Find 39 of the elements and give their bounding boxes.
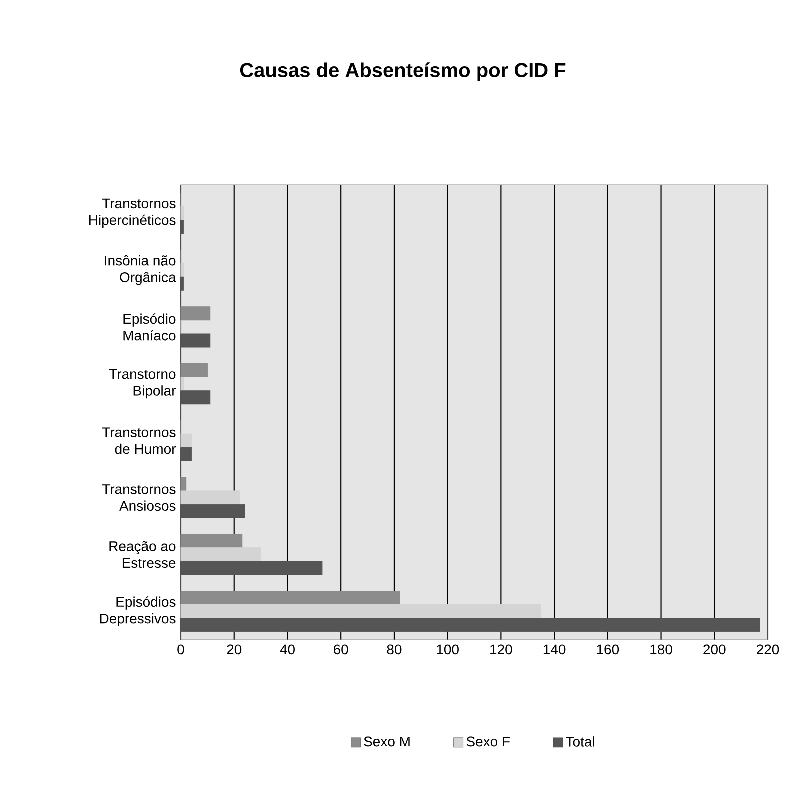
- x-tick-label: 0: [178, 644, 184, 655]
- x-tick-label: 220: [757, 644, 780, 655]
- y-tick-label: Transtornos Hipercinéticos: [90, 198, 176, 228]
- y-tick-label: Episódio Maníaco: [124, 314, 176, 341]
- bar: [180, 504, 246, 518]
- bar: [180, 604, 542, 619]
- bar: [180, 377, 184, 392]
- bar: [180, 434, 192, 448]
- x-tick-label: 60: [334, 644, 348, 655]
- legend-label: Sexo F: [466, 736, 510, 747]
- y-tick-label: Episódios Depressivos: [100, 596, 176, 627]
- bar: [180, 618, 760, 632]
- y-tick-label: Transtornos de Humor: [102, 428, 176, 454]
- bar: [180, 447, 192, 462]
- bar: [180, 390, 211, 405]
- x-tick-label: 20: [227, 644, 242, 655]
- legend-label: Sexo M: [364, 736, 410, 747]
- y-tick-label: Transtornos Ansiosos: [102, 484, 176, 512]
- x-tick-label: 160: [597, 644, 620, 655]
- x-tick-label: 40: [280, 644, 295, 655]
- bar: [180, 206, 184, 220]
- x-tick-label: 140: [544, 644, 566, 655]
- y-tick-label: Insônia não Orgânica: [105, 255, 176, 286]
- bar: [180, 334, 211, 348]
- bar: [180, 561, 323, 576]
- bar: [180, 490, 240, 505]
- x-tick-label: 180: [650, 644, 672, 655]
- x-tick-label: 80: [387, 644, 402, 655]
- bar: [180, 276, 184, 291]
- legend-label: Total: [566, 736, 594, 747]
- y-tick-label: Transtorno Bipolar: [109, 369, 176, 399]
- bar: [180, 220, 184, 234]
- chart-title: Causas de Absenteísmo por CID F: [240, 62, 566, 82]
- bar: [180, 263, 184, 278]
- x-tick-label: 120: [490, 644, 512, 655]
- y-tick-label: Reação ao Estresse: [110, 541, 176, 568]
- x-tick-label: 100: [437, 644, 459, 655]
- x-tick-label: 200: [704, 644, 726, 655]
- bar: [180, 548, 262, 562]
